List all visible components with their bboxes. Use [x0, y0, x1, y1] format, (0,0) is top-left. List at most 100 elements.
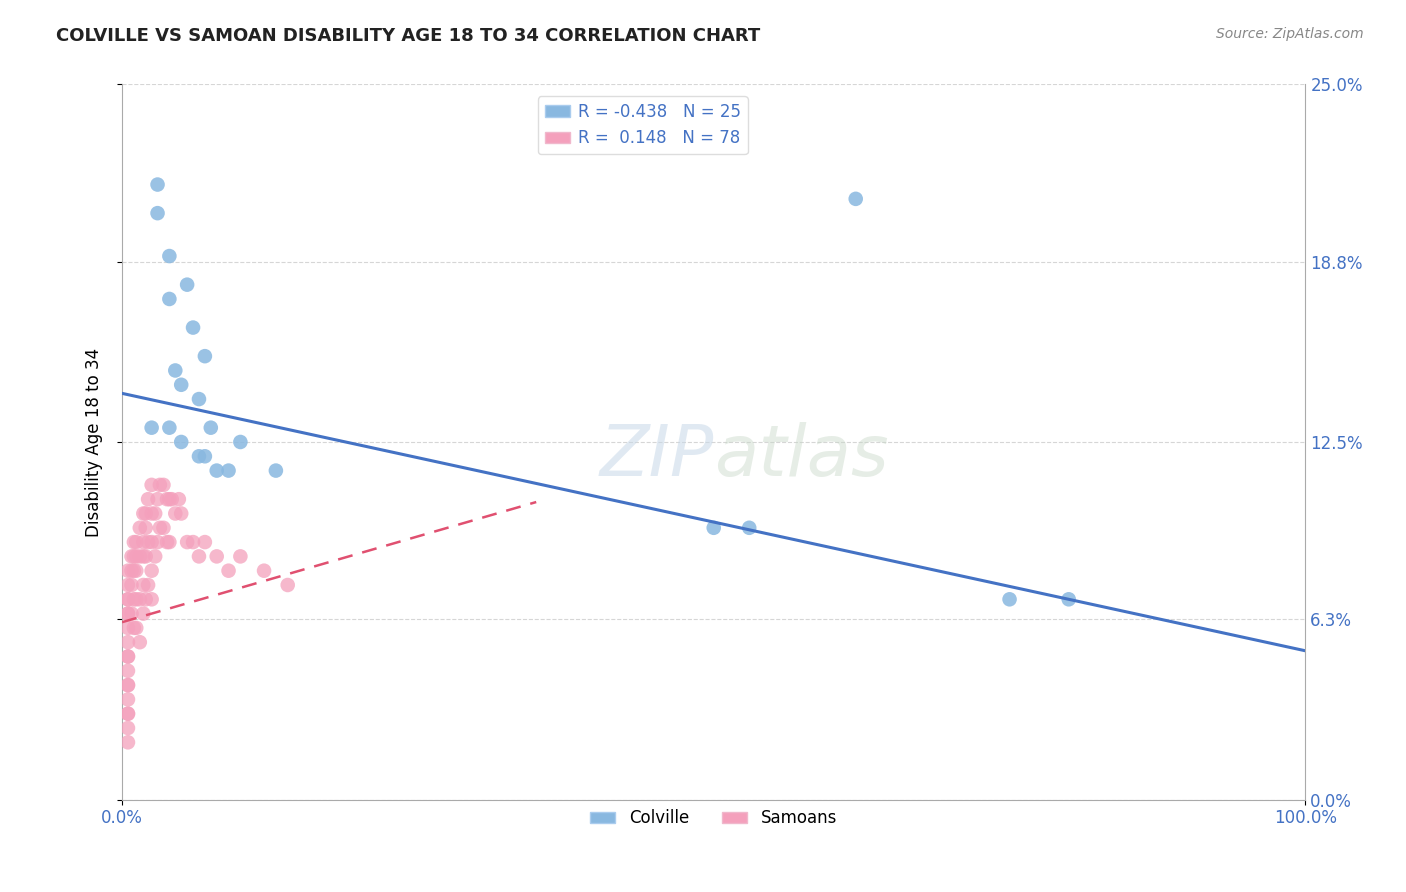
Point [122, 535, 145, 549]
Point [128, 592, 150, 607]
Point [149, 478, 172, 492]
Point [156, 535, 179, 549]
Point [141, 535, 163, 549]
Point [264, 464, 287, 478]
Point [121, 549, 143, 564]
Point [135, 521, 157, 535]
Point [125, 564, 148, 578]
Point [160, 492, 183, 507]
Point [122, 564, 145, 578]
Point [136, 578, 159, 592]
Point [117, 592, 139, 607]
Point [117, 621, 139, 635]
Point [117, 635, 139, 649]
Point [125, 592, 148, 607]
Point [143, 549, 166, 564]
Point [181, 535, 204, 549]
Point [121, 564, 143, 578]
Legend: Colville, Samoans: Colville, Samoans [583, 803, 844, 834]
Text: atlas: atlas [714, 422, 889, 491]
Point [738, 521, 761, 535]
Point [194, 535, 217, 549]
Point [141, 507, 163, 521]
Point [170, 507, 193, 521]
Point [998, 592, 1021, 607]
Point [117, 578, 139, 592]
Point [188, 450, 211, 464]
Point [165, 363, 187, 377]
Point [194, 450, 217, 464]
Point [117, 692, 139, 706]
Point [152, 478, 174, 492]
Point [117, 607, 139, 621]
Point [167, 492, 190, 507]
Point [117, 607, 139, 621]
Text: COLVILLE VS SAMOAN DISABILITY AGE 18 TO 34 CORRELATION CHART: COLVILLE VS SAMOAN DISABILITY AGE 18 TO … [56, 27, 761, 45]
Point [146, 178, 169, 192]
Point [122, 621, 145, 635]
Point [157, 535, 180, 549]
Point [117, 649, 139, 664]
Point [122, 549, 145, 564]
Text: ZIP: ZIP [599, 422, 714, 491]
Y-axis label: Disability Age 18 to 34: Disability Age 18 to 34 [86, 347, 103, 537]
Point [132, 535, 155, 549]
Point [170, 434, 193, 449]
Text: Source: ZipAtlas.com: Source: ZipAtlas.com [1216, 27, 1364, 41]
Point [165, 507, 187, 521]
Point [157, 420, 180, 434]
Point [200, 420, 222, 434]
Point [194, 349, 217, 363]
Point [218, 564, 240, 578]
Point [117, 592, 139, 607]
Point [143, 507, 166, 521]
Point [157, 292, 180, 306]
Point [156, 492, 179, 507]
Point [135, 592, 157, 607]
Point [205, 464, 228, 478]
Point [132, 578, 155, 592]
Point [157, 249, 180, 263]
Point [152, 521, 174, 535]
Point [229, 549, 252, 564]
Point [122, 592, 145, 607]
Point [146, 535, 169, 549]
Point [121, 578, 143, 592]
Point [170, 377, 193, 392]
Point [117, 706, 139, 721]
Point [188, 392, 211, 406]
Point [141, 420, 163, 434]
Point [125, 621, 148, 635]
Point [149, 521, 172, 535]
Point [253, 564, 276, 578]
Point [188, 549, 211, 564]
Point [176, 277, 198, 292]
Point [117, 678, 139, 692]
Point [121, 607, 143, 621]
Point [1057, 592, 1080, 607]
Point [135, 549, 157, 564]
Point [132, 549, 155, 564]
Point [141, 564, 163, 578]
Point [125, 549, 148, 564]
Point [845, 192, 868, 206]
Point [135, 507, 157, 521]
Point [205, 549, 228, 564]
Point [117, 721, 139, 735]
Point [117, 649, 139, 664]
Point [117, 664, 139, 678]
Point [117, 706, 139, 721]
Point [176, 535, 198, 549]
Point [117, 735, 139, 749]
Point [218, 464, 240, 478]
Point [181, 320, 204, 334]
Point [125, 535, 148, 549]
Point [141, 478, 163, 492]
Point [117, 564, 139, 578]
Point [117, 678, 139, 692]
Point [146, 492, 169, 507]
Point [141, 592, 163, 607]
Point [703, 521, 725, 535]
Point [128, 521, 150, 535]
Point [229, 434, 252, 449]
